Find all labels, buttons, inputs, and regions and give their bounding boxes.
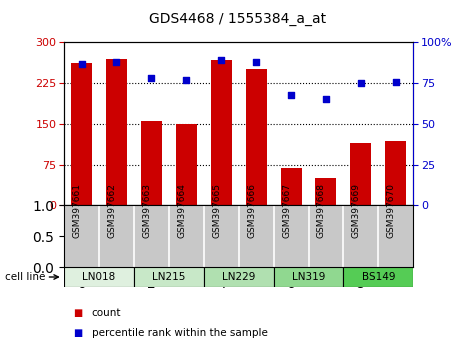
Bar: [106, 59, 127, 205]
Point: [252, 59, 260, 65]
Text: GSM397666: GSM397666: [247, 183, 256, 238]
Text: GSM397662: GSM397662: [107, 183, 116, 238]
Point: [182, 77, 190, 83]
Text: LN215: LN215: [152, 272, 186, 282]
Point: [287, 92, 295, 97]
Text: LN018: LN018: [83, 272, 116, 282]
Text: count: count: [92, 308, 121, 318]
Bar: [211, 60, 232, 205]
Point: [148, 75, 155, 81]
Bar: [343, 267, 413, 287]
Text: LN229: LN229: [222, 272, 256, 282]
Text: GDS4468 / 1555384_a_at: GDS4468 / 1555384_a_at: [149, 12, 326, 27]
Text: GSM397668: GSM397668: [317, 183, 326, 238]
Bar: [204, 267, 274, 287]
Text: cell line: cell line: [5, 272, 45, 282]
Point: [392, 79, 399, 84]
Point: [218, 58, 225, 63]
Bar: [281, 169, 302, 205]
Bar: [64, 267, 134, 287]
Bar: [134, 267, 204, 287]
Text: GSM397667: GSM397667: [282, 183, 291, 238]
Text: BS149: BS149: [361, 272, 395, 282]
Text: GSM397670: GSM397670: [387, 183, 396, 238]
Bar: [176, 124, 197, 205]
Bar: [274, 267, 343, 287]
Bar: [141, 121, 162, 205]
Text: GSM397665: GSM397665: [212, 183, 221, 238]
Text: ■: ■: [74, 328, 83, 338]
Text: GSM397661: GSM397661: [73, 183, 82, 238]
Text: ■: ■: [74, 308, 83, 318]
Text: GSM397663: GSM397663: [142, 183, 152, 238]
Bar: [385, 141, 406, 205]
Point: [113, 59, 120, 65]
Text: GSM397669: GSM397669: [352, 183, 361, 238]
Text: percentile rank within the sample: percentile rank within the sample: [92, 328, 267, 338]
Text: GSM397664: GSM397664: [177, 183, 186, 238]
Bar: [71, 63, 92, 205]
Bar: [246, 69, 266, 205]
Bar: [351, 143, 371, 205]
Text: LN319: LN319: [292, 272, 325, 282]
Point: [78, 61, 86, 67]
Point: [322, 97, 330, 102]
Point: [357, 80, 365, 86]
Bar: [315, 178, 336, 205]
